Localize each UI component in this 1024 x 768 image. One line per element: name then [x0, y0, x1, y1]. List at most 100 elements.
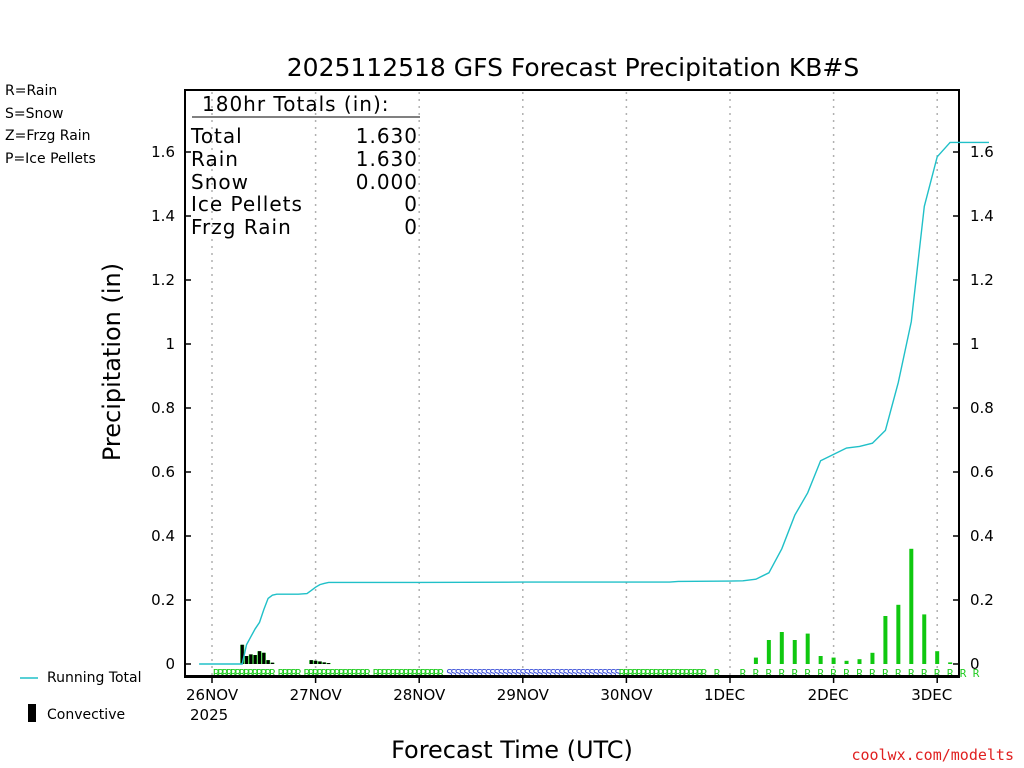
ptype-marker: R — [325, 667, 332, 680]
ptype-marker: S — [541, 667, 548, 680]
ptype-marker: R — [235, 667, 242, 680]
ptype-marker: R — [856, 667, 863, 680]
precip-bar — [948, 662, 953, 664]
convective-bar — [309, 660, 313, 664]
source-credit: coolwx.com/modelts — [851, 746, 1014, 764]
ptype-marker: R — [753, 667, 760, 680]
totals-rain-value: 1.630 — [356, 147, 418, 171]
ptype-marker: R — [671, 667, 678, 680]
ptype-marker: R — [338, 667, 345, 680]
ptype-marker: R — [394, 667, 401, 680]
y-tick-right-label: 1.2 — [970, 271, 994, 289]
ptype-marker: R — [291, 667, 298, 680]
legend-frzg-rain: Z=Frzg Rain — [5, 128, 91, 144]
ptype-marker: R — [230, 667, 237, 680]
precip-bar — [831, 657, 836, 664]
ptype-marker: R — [817, 667, 824, 680]
ptype-marker: R — [619, 667, 626, 680]
ptype-marker: S — [580, 667, 587, 680]
y-axis-ticks: 0 00.2 0.20.4 0.40.6 0.60.8 0.81 11.2 1.21.4 1.4… — [151, 143, 994, 673]
ptype-marker: R — [640, 667, 647, 680]
ptype-marker: R — [347, 667, 354, 680]
ptype-marker: R — [407, 667, 414, 680]
y-tick-right-label: 1.6 — [970, 143, 994, 161]
ptype-marker: R — [304, 667, 311, 680]
ptype-marker: S — [571, 667, 578, 680]
ptype-marker: R — [213, 667, 220, 680]
ptype-marker: R — [934, 667, 941, 680]
ptype-marker: R — [869, 667, 876, 680]
totals-ice-pellets-label: Ice Pellets — [191, 192, 303, 216]
ptype-marker: S — [567, 667, 574, 680]
precip-bar — [857, 659, 862, 664]
precip-bar — [883, 616, 888, 664]
ptype-marker: R — [351, 667, 358, 680]
y-tick-right-label: 0 — [970, 655, 980, 673]
convective-bar — [245, 656, 249, 664]
precip-bar — [922, 614, 927, 664]
precip-bar — [844, 660, 849, 664]
ptype-marker: R — [416, 667, 423, 680]
ptype-marker: R — [403, 667, 410, 680]
ptype-marker: R — [317, 667, 324, 680]
chart-title: 2025112518 GFS Forecast Precipitation KB… — [287, 53, 859, 82]
totals-ice-pellets-value: 0 — [404, 192, 418, 216]
ptype-marker: R — [381, 667, 388, 680]
ptype-marker: S — [563, 667, 570, 680]
y-tick-left-label: 1.2 — [151, 271, 175, 289]
y-tick-left-label: 1.4 — [151, 207, 175, 225]
ptype-marker: R — [360, 667, 367, 680]
convective-bar — [314, 660, 318, 664]
y-tick-left-label: 0.8 — [151, 399, 175, 417]
ptype-marker: S — [593, 667, 600, 680]
precip-bars — [240, 548, 953, 665]
x-tick-label: 2DEC — [808, 686, 849, 704]
x-axis-year-label: 2025 — [190, 706, 228, 724]
ptype-marker: R — [960, 667, 967, 680]
ptype-marker: R — [364, 667, 371, 680]
precip-bar — [935, 651, 940, 664]
ptype-marker: R — [895, 667, 902, 680]
ptype-marker: R — [714, 667, 721, 680]
ptype-marker: S — [537, 667, 544, 680]
ptype-marker: R — [627, 667, 634, 680]
ptype-marker: S — [597, 667, 604, 680]
ptype-marker: R — [412, 667, 419, 680]
convective-bar — [322, 662, 326, 664]
ptype-marker: R — [653, 667, 660, 680]
grid-layer — [211, 92, 938, 675]
x-tick-label: 27NOV — [290, 686, 343, 704]
x-tick-label: 28NOV — [393, 686, 446, 704]
ptype-marker: R — [645, 667, 652, 680]
ptype-marker: S — [532, 667, 539, 680]
totals-total-value: 1.630 — [356, 124, 418, 148]
x-tick-label: 26NOV — [186, 686, 239, 704]
ptype-marker: R — [425, 667, 432, 680]
ptype-marker: R — [636, 667, 643, 680]
ptype-marker: S — [450, 667, 457, 680]
ptype-marker: R — [882, 667, 889, 680]
ptype-marker: R — [662, 667, 669, 680]
ptype-marker: S — [519, 667, 526, 680]
ptype-marker: R — [778, 667, 785, 680]
ptype-marker: R — [343, 667, 350, 680]
ptype-marker: S — [459, 667, 466, 680]
ptype-marker: S — [528, 667, 535, 680]
running-total-layer — [199, 141, 989, 665]
ptype-marker: R — [947, 667, 954, 680]
ptype-marker: R — [248, 667, 255, 680]
x-tick-label: 3DEC — [911, 686, 952, 704]
ptype-marker: S — [476, 667, 483, 680]
ptype-marker: R — [278, 667, 285, 680]
ptype-marker: S — [576, 667, 583, 680]
ptype-marker: R — [433, 667, 440, 680]
ptype-marker: S — [602, 667, 609, 680]
ptype-marker: R — [226, 667, 233, 680]
totals-frzg-rain-value: 0 — [404, 215, 418, 239]
ptype-marker: S — [584, 667, 591, 680]
convective-bar — [270, 662, 274, 664]
ptype-marker: S — [502, 667, 509, 680]
ptype-marker: R — [688, 667, 695, 680]
x-tick-label: 30NOV — [600, 686, 653, 704]
